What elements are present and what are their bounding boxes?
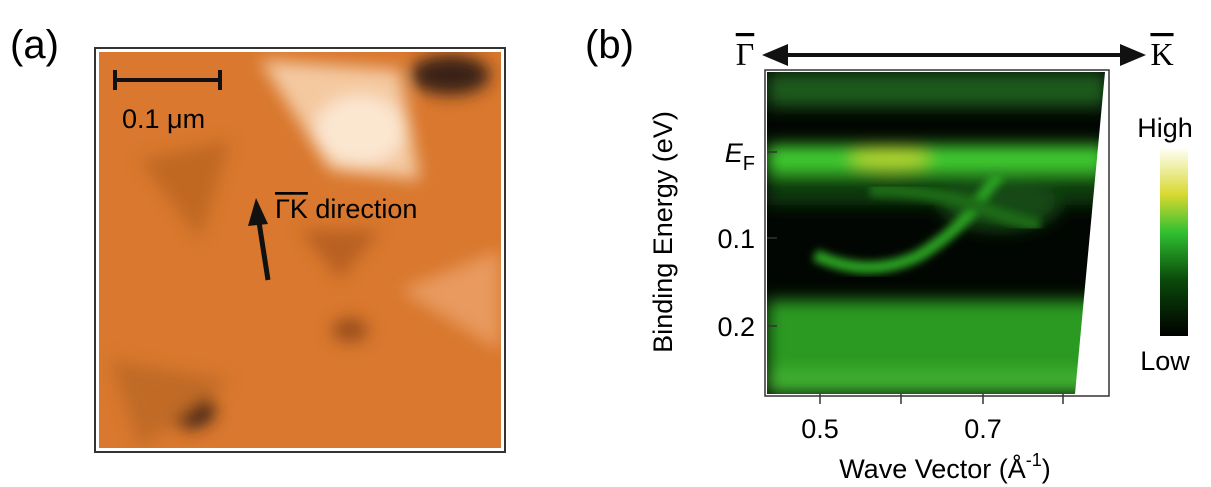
x-label-end: ) — [1042, 454, 1051, 484]
x-tick-label: 0.5 — [801, 414, 839, 444]
y-axis-label: Binding Energy (eV) — [648, 111, 678, 353]
arrow-head — [1120, 44, 1146, 66]
tick-sub: F — [743, 153, 755, 175]
x-label-main: Wave Vector (Å — [839, 453, 1026, 484]
colorbar — [1160, 148, 1188, 336]
direction-symbol: ΓK — [275, 194, 308, 224]
k-point: K — [1150, 36, 1173, 72]
y-tick-label: 0.2 — [717, 312, 755, 342]
y-tick-label: 0.1 — [717, 224, 755, 254]
gamma-point: Γ — [736, 36, 755, 72]
colorbar-low: Low — [1140, 346, 1190, 376]
y-tick-label: EF — [725, 138, 755, 175]
panel-label: (b) — [585, 23, 634, 67]
colorbar-high: High — [1137, 113, 1193, 143]
x-axis-label: Wave Vector (Å-1) — [839, 450, 1051, 484]
x-label-sup: -1 — [1026, 450, 1042, 470]
tick-main: E — [725, 138, 744, 168]
scale-bar-label: 0.1 μm — [122, 104, 205, 134]
arrow-head — [762, 44, 788, 66]
figure: (a) 0.1 μm ΓK direction (b) Γ K EF 0.1 0… — [0, 0, 1211, 487]
panel-label: (a) — [10, 23, 59, 67]
arpes-map — [767, 72, 1109, 394]
x-tick-label: 0.7 — [964, 414, 1002, 444]
x-ticks: 0.5 0.7 — [801, 394, 1063, 444]
direction-text: direction — [308, 194, 418, 224]
direction-label: ΓK direction — [275, 194, 417, 224]
